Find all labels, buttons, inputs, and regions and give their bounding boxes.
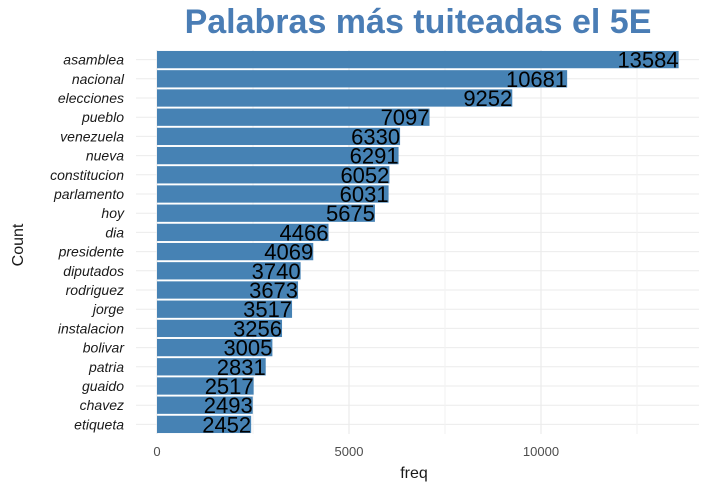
- y-tick-label: etiqueta: [74, 416, 124, 432]
- data-label: 10681: [506, 67, 567, 92]
- x-axis-label: freq: [400, 465, 428, 482]
- bar-guaido: [157, 377, 254, 395]
- data-label: 4466: [280, 220, 329, 245]
- data-label: 6330: [351, 124, 400, 149]
- y-tick-label: venezuela: [60, 128, 124, 144]
- bar-chavez: [157, 396, 253, 414]
- data-label: 3256: [233, 316, 282, 341]
- bar-jorge: [157, 300, 293, 318]
- chart-title: Palabras más tuiteadas el 5E: [185, 3, 652, 41]
- bar-presidente: [157, 242, 314, 261]
- y-tick-label: pueblo: [81, 109, 124, 125]
- bar-etiqueta: [157, 415, 252, 434]
- y-tick-layer: asamblea nacional elecciones pueblo venezuel…: [50, 52, 125, 433]
- bar-venezuela: [157, 127, 401, 146]
- x-tick-label: 0: [153, 444, 160, 459]
- data-label: 6031: [340, 182, 389, 207]
- bar-nacional: [157, 70, 568, 88]
- y-tick-label: parlamento: [53, 186, 124, 202]
- bar-asamblea: [157, 50, 679, 69]
- bar-constitucion: [157, 166, 390, 184]
- data-label: 7097: [381, 105, 430, 130]
- data-label: 2831: [217, 355, 266, 380]
- y-tick-label: chavez: [80, 397, 124, 413]
- data-label: 6291: [350, 144, 399, 169]
- bar-rodriguez: [157, 281, 299, 299]
- data-label: 5675: [326, 201, 375, 226]
- y-tick-label: diputados: [63, 263, 124, 279]
- y-tick-label: dia: [105, 224, 124, 240]
- y-tick-label: constitucion: [50, 167, 124, 183]
- bar-dia: [157, 223, 329, 242]
- y-tick-label: rodriguez: [66, 282, 124, 298]
- data-label: 6052: [340, 163, 389, 188]
- bar-bolivar: [157, 338, 273, 357]
- data-label: 3005: [223, 336, 272, 361]
- bar-pueblo: [157, 108, 430, 126]
- bar-instalacion: [157, 319, 283, 338]
- bar-diputados: [157, 262, 301, 280]
- data-label: 3740: [252, 259, 301, 284]
- y-tick-label: jorge: [91, 301, 124, 317]
- data-label: 3517: [243, 297, 292, 322]
- bar-hoy: [157, 204, 375, 222]
- bar-layer: [157, 50, 679, 434]
- y-axis-label: Count: [10, 223, 27, 266]
- y-tick-label: bolivar: [83, 340, 126, 356]
- data-label: 2452: [202, 412, 251, 437]
- data-label: 9252: [463, 86, 512, 111]
- x-tick-layer: 0 5000 10000: [153, 444, 559, 459]
- bar-nueva: [157, 146, 399, 165]
- y-tick-label: presidente: [58, 244, 125, 260]
- y-tick-label: hoy: [101, 205, 125, 221]
- y-tick-label: nueva: [86, 148, 124, 164]
- bar-parlamento: [157, 185, 389, 203]
- y-tick-label: nacional: [72, 71, 125, 87]
- data-label: 2517: [205, 374, 254, 399]
- y-tick-label: guaido: [82, 378, 124, 394]
- x-tick-label: 10000: [523, 444, 559, 459]
- bar-patria: [157, 358, 266, 376]
- data-label: 3673: [249, 278, 298, 303]
- x-tick-label: 5000: [335, 444, 364, 459]
- y-tick-label: instalacion: [58, 320, 124, 336]
- bar-elecciones: [157, 89, 513, 107]
- data-label: 4069: [264, 240, 313, 265]
- data-label: 2493: [204, 393, 253, 418]
- y-tick-label: patria: [88, 359, 124, 375]
- data-label: 13584: [617, 48, 678, 73]
- y-tick-label: asamblea: [63, 52, 124, 68]
- y-tick-label: elecciones: [58, 90, 124, 106]
